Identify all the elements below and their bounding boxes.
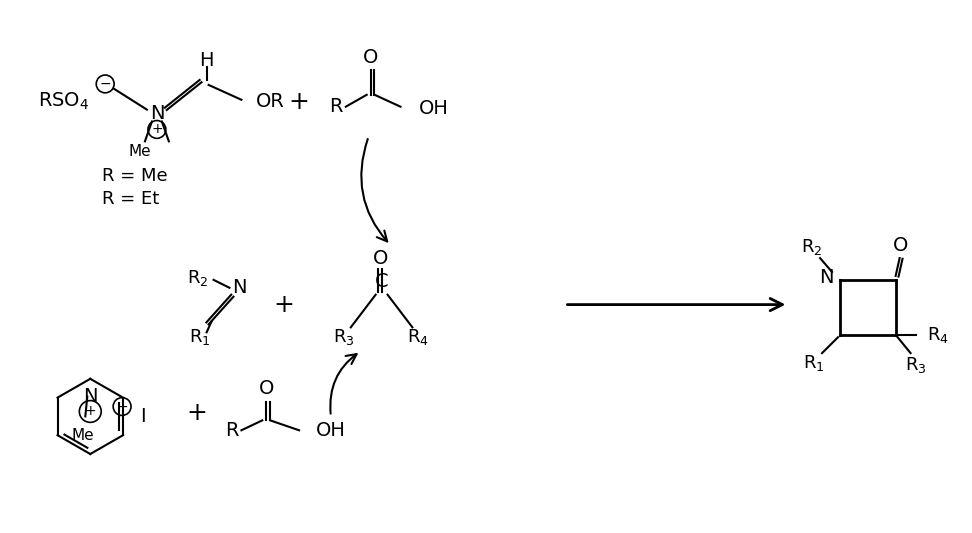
Text: R$_3$: R$_3$: [905, 355, 926, 375]
Text: N: N: [818, 269, 833, 287]
FancyArrowPatch shape: [330, 354, 357, 414]
Text: O: O: [373, 248, 388, 268]
Text: R: R: [330, 97, 342, 116]
Text: Me: Me: [128, 144, 152, 159]
FancyArrowPatch shape: [362, 139, 387, 241]
Text: +: +: [187, 401, 207, 425]
Text: O: O: [259, 379, 274, 398]
Text: I: I: [140, 407, 146, 426]
Text: R$_1$: R$_1$: [803, 353, 825, 373]
Text: R$_3$: R$_3$: [333, 327, 355, 348]
Text: R = Me: R = Me: [102, 167, 168, 185]
Text: +: +: [151, 123, 162, 136]
Text: R = Et: R = Et: [102, 190, 159, 208]
Text: R$_1$: R$_1$: [189, 327, 210, 348]
Text: O: O: [893, 236, 908, 255]
Text: O: O: [363, 48, 378, 67]
Text: −: −: [99, 77, 111, 91]
Text: OH: OH: [418, 99, 448, 118]
Text: R$_4$: R$_4$: [927, 325, 950, 345]
Text: Me: Me: [71, 429, 93, 443]
Text: N: N: [232, 278, 247, 297]
Text: OR: OR: [257, 92, 285, 111]
Text: −: −: [117, 400, 128, 414]
Text: H: H: [199, 51, 214, 70]
Text: +: +: [289, 90, 309, 114]
Text: N: N: [83, 387, 97, 406]
Text: RSO$_4$: RSO$_4$: [38, 91, 88, 112]
Text: N: N: [150, 104, 164, 123]
Text: C: C: [375, 272, 389, 292]
Text: R$_4$: R$_4$: [407, 327, 430, 348]
Text: R$_2$: R$_2$: [188, 268, 209, 288]
Text: +: +: [85, 405, 96, 418]
Text: OH: OH: [316, 421, 346, 440]
Text: +: +: [274, 293, 295, 317]
Text: R$_2$: R$_2$: [801, 237, 823, 257]
Text: R: R: [225, 421, 238, 440]
